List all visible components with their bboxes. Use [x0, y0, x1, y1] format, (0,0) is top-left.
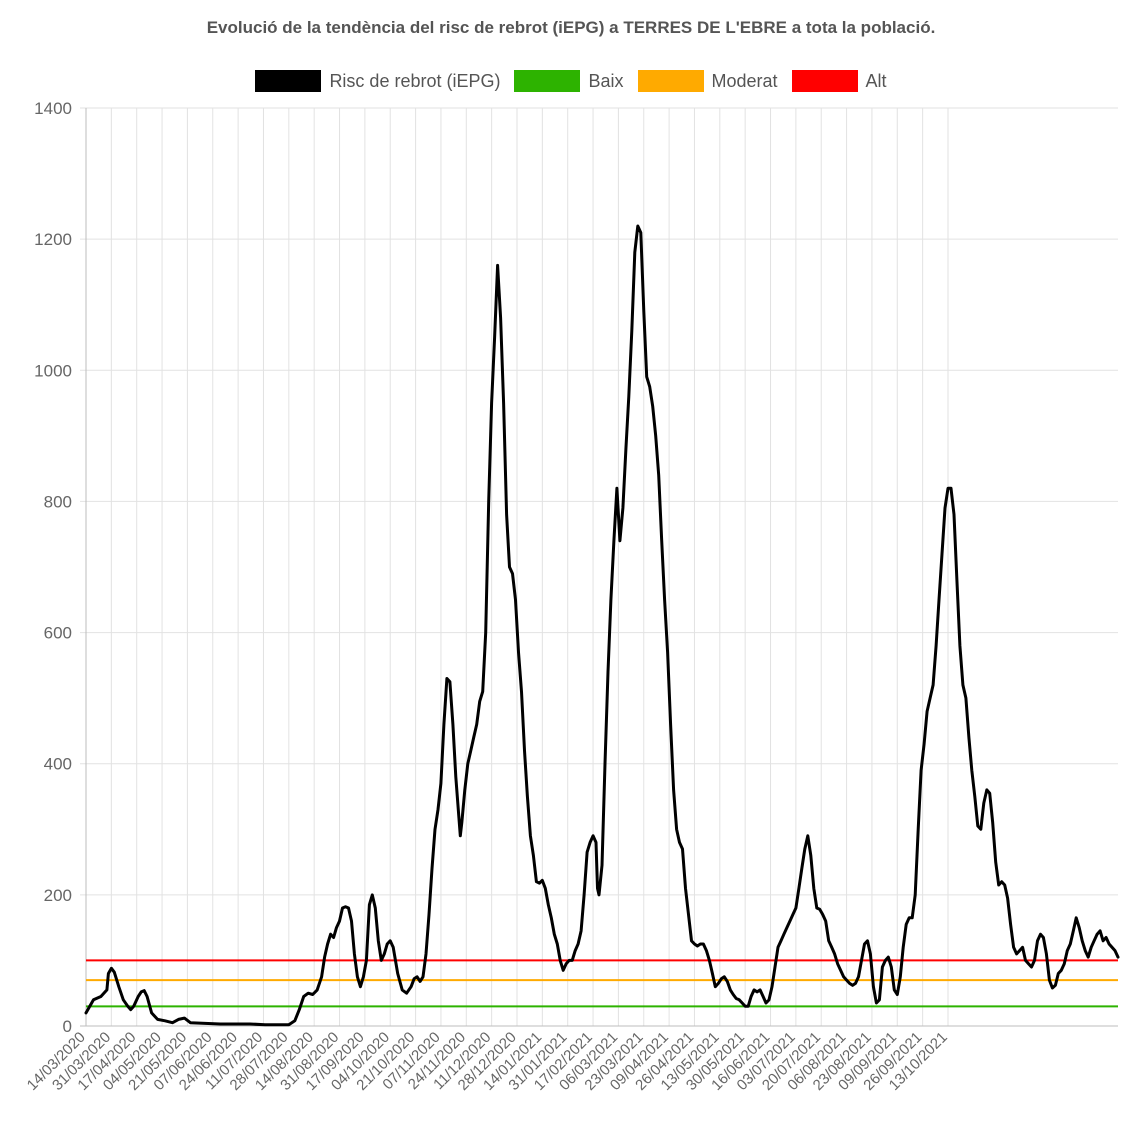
legend: Risc de rebrot (iEPG) Baix Moderat Alt — [0, 70, 1126, 92]
legend-item-alt[interactable]: Alt — [791, 70, 887, 92]
y-tick-label: 1000 — [34, 361, 72, 380]
y-tick-label: 0 — [63, 1017, 72, 1036]
legend-label-moderat: Moderat — [711, 70, 778, 91]
legend-label-alt: Alt — [865, 70, 887, 91]
y-tick-label: 1400 — [34, 99, 72, 118]
legend-label-baix: Baix — [588, 70, 624, 91]
legend-swatch-alt — [791, 70, 858, 92]
y-tick-label: 600 — [44, 624, 72, 643]
legend-swatch-baix — [514, 70, 581, 92]
legend-item-baix[interactable]: Baix — [514, 70, 624, 92]
legend-swatch-moderat — [637, 70, 704, 92]
y-tick-label: 200 — [44, 886, 72, 905]
legend-item-moderat[interactable]: Moderat — [637, 70, 778, 92]
legend-label-risc: Risc de rebrot (iEPG) — [329, 70, 501, 91]
chart-title: Evolució de la tendència del risc de reb… — [206, 18, 936, 37]
y-tick-label: 1200 — [34, 230, 72, 249]
series-line-risc-de-rebrot — [84, 224, 1120, 1027]
legend-swatch-risc — [255, 70, 322, 92]
y-tick-label: 800 — [44, 492, 72, 511]
y-tick-label: 400 — [44, 755, 72, 774]
legend-item-risc[interactable]: Risc de rebrot (iEPG) — [255, 70, 500, 92]
